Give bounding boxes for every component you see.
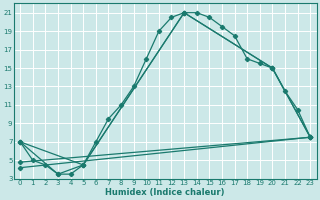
X-axis label: Humidex (Indice chaleur): Humidex (Indice chaleur): [106, 188, 225, 197]
